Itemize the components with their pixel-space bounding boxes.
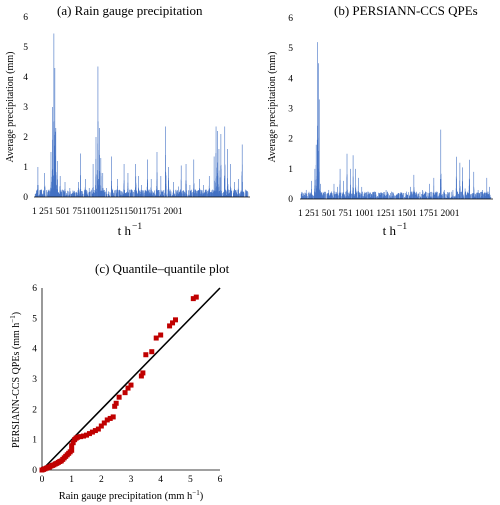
panel-a-rain-gauge: (a) Rain gauge precipitation Average pre… <box>5 3 250 238</box>
panel-c-point <box>95 426 101 432</box>
panel-c-point <box>170 320 176 326</box>
panel-c-point <box>69 443 75 449</box>
panel-b-xlabel-sup: −1 <box>397 222 407 232</box>
panel-c-point <box>167 323 173 329</box>
panel-b-xtick-labels: 1 251 501 751 1001 1251 1501 1751 2001 <box>298 209 460 219</box>
panel-c-point <box>125 385 131 391</box>
panel-c-point <box>101 420 107 426</box>
panel-c-xtick-label: 5 <box>188 475 193 485</box>
panel-b-ytick-label: 0 <box>288 195 293 205</box>
panel-c-xtick-label: 6 <box>218 475 223 485</box>
panel-c-reference-line <box>41 287 221 471</box>
panel-a-title: (a) Rain gauge precipitation <box>57 3 203 18</box>
panel-c-ylabel: PERSIANN-CCS QPEs (mm h−1) <box>9 312 22 448</box>
panel-a-ytick-label: 6 <box>23 13 28 23</box>
panel-b-persiann: (b) PERSIANN-CCS QPEs Average precipitat… <box>267 3 493 238</box>
panel-b-title: (b) PERSIANN-CCS QPEs <box>334 3 478 18</box>
panel-a-xtick-labels: 1 251 501 7511001125115011751 2001 <box>32 207 183 217</box>
panel-c-ytick-label: 0 <box>32 466 37 476</box>
panel-b-xlabel: t h <box>383 223 397 238</box>
panel-c-point <box>89 429 95 435</box>
panel-c-point <box>75 434 81 440</box>
panel-a-xlabel-sup: −1 <box>132 222 142 232</box>
panel-c-point <box>78 434 84 440</box>
panel-c-xtick-label: 3 <box>129 475 134 485</box>
panel-c-point <box>143 352 149 358</box>
panel-c-point <box>138 373 144 379</box>
panel-a-xlabel: t h <box>118 223 132 238</box>
panel-c-point <box>84 432 89 438</box>
panel-c-ytick-label: 3 <box>32 375 37 385</box>
panel-c-xtick-label: 4 <box>158 475 163 485</box>
panel-c-point <box>173 317 178 323</box>
panel-c-point <box>149 349 155 355</box>
panel-c-xtick-label: 1 <box>69 475 74 485</box>
panel-a-ytick-label: 2 <box>23 133 28 143</box>
panel-c-point <box>81 433 87 439</box>
panel-c-point <box>98 423 104 429</box>
panel-c-ytick-label: 4 <box>32 345 37 355</box>
panel-c-qq-plot: (c) Quantile–quantile plot PERSIANN-CCS … <box>9 261 230 502</box>
panel-c-point <box>92 428 98 434</box>
panel-b-ytick-label: 3 <box>288 105 293 115</box>
panel-a-ytick-label: 5 <box>23 43 28 53</box>
panel-c-xtick-label: 0 <box>40 475 45 485</box>
panel-c-title: (c) Quantile–quantile plot <box>95 261 230 276</box>
panel-b-ytick-label: 4 <box>288 74 293 84</box>
panel-c-point <box>140 370 146 376</box>
panel-c-point <box>128 382 134 388</box>
panel-c-point <box>110 414 116 420</box>
panel-c-ytick-label: 5 <box>32 314 37 324</box>
panel-a-ytick-label: 0 <box>23 193 28 203</box>
panel-c-ytick-label: 2 <box>32 405 37 415</box>
panel-a-ytick-label: 3 <box>23 103 28 113</box>
panel-a-ytick-label: 1 <box>23 163 28 173</box>
panel-b-ytick-label: 1 <box>288 165 293 175</box>
panel-c-point <box>86 431 92 437</box>
panel-b-ylabel: Average precipitation (mm) <box>267 52 278 163</box>
panel-c-point <box>107 415 113 421</box>
panel-c-xtick-label: 2 <box>99 475 104 485</box>
panel-c-point <box>193 294 199 300</box>
panel-c-point <box>116 394 122 400</box>
panel-b-ytick-label: 5 <box>288 44 293 54</box>
panel-c-point <box>69 447 75 453</box>
panel-c-point <box>104 417 110 423</box>
panel-c-point <box>153 335 159 341</box>
panel-a-ylabel: Average precipitation (mm) <box>5 52 16 163</box>
panel-c-xlabel: Rain gauge precipitation (mm h−1) <box>59 489 204 502</box>
panel-c-ytick-label: 1 <box>32 436 37 446</box>
panel-b-ytick-label: 2 <box>288 135 293 145</box>
panel-b-ytick-label: 6 <box>288 14 293 24</box>
panel-c-point <box>190 296 196 302</box>
panel-c-point <box>122 390 128 396</box>
panel-c-point <box>158 332 164 338</box>
panel-c-point <box>70 440 76 446</box>
panel-c-point <box>112 403 118 409</box>
panel-c-ytick-label: 6 <box>32 284 37 294</box>
panel-c-point <box>113 400 119 406</box>
panel-a-ytick-label: 4 <box>23 73 28 83</box>
